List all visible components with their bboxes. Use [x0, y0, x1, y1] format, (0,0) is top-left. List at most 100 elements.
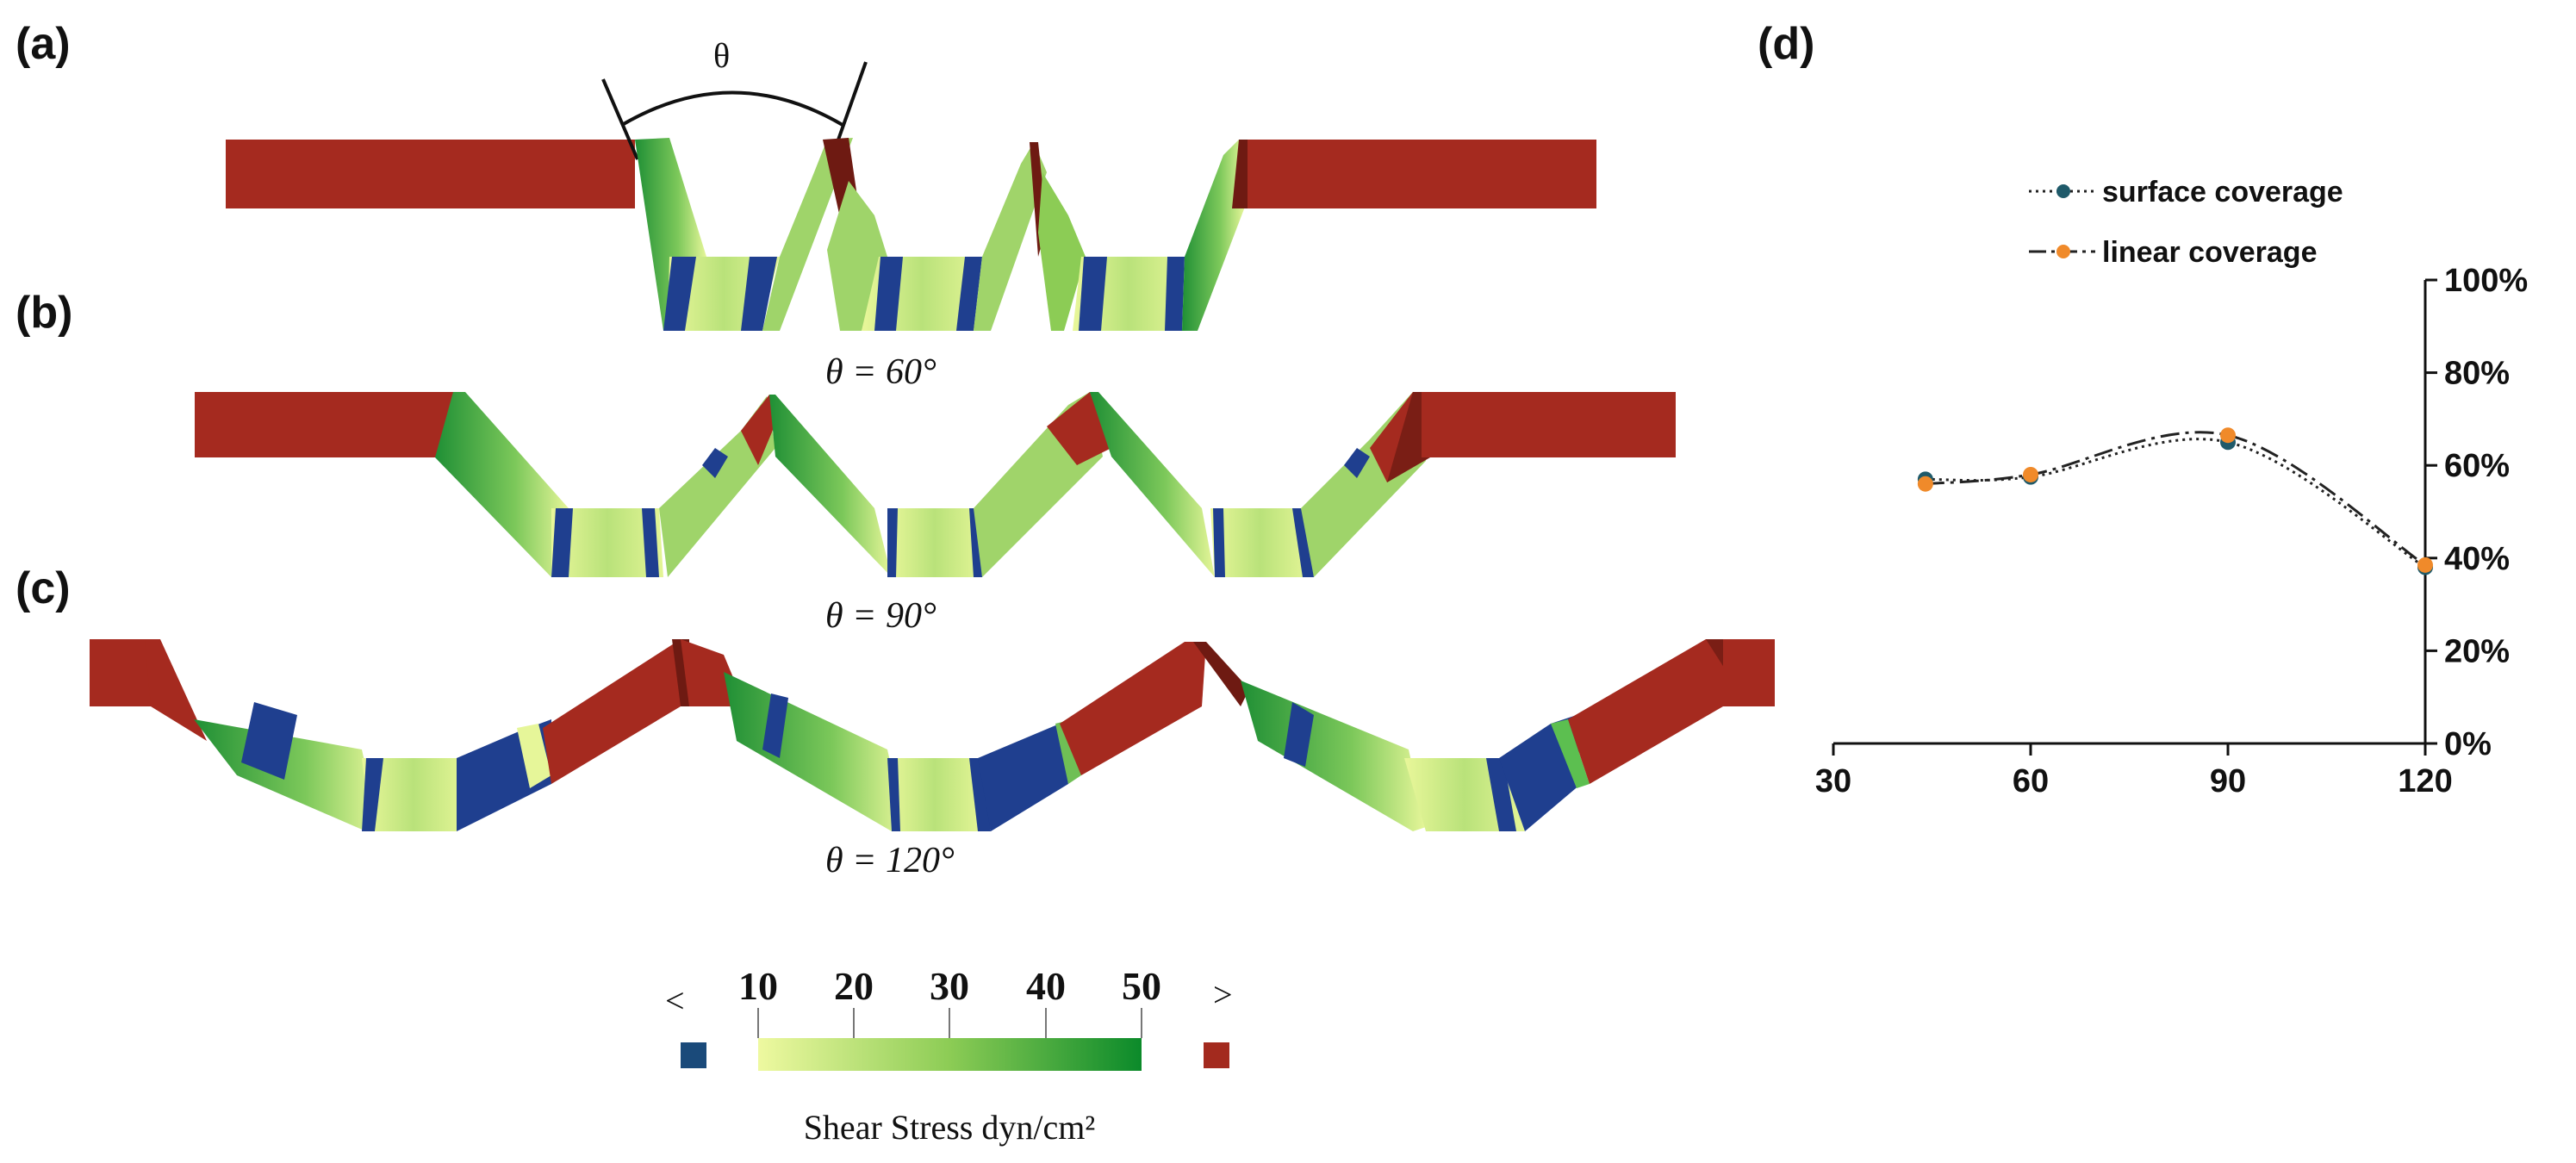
panel-label-a: (a) — [16, 19, 71, 69]
outlet-wall-side — [1232, 140, 1248, 208]
segment — [194, 719, 379, 831]
band-blue — [741, 257, 777, 331]
series-line-surface — [1925, 438, 2426, 569]
segment — [1551, 719, 1590, 788]
x-tick-label: 90 — [2210, 763, 2246, 799]
colorbar-gradient — [758, 1038, 1142, 1071]
segment — [887, 758, 982, 831]
x-tick-label: 120 — [2398, 763, 2452, 799]
segment — [974, 142, 1047, 331]
segment — [1182, 140, 1245, 331]
outlet-wall — [1422, 392, 1676, 457]
inlet-wall — [226, 140, 635, 208]
band-blue — [642, 508, 659, 577]
outlet-wall-side — [1387, 392, 1430, 482]
colorbar-tick-label: 50 — [1122, 964, 1161, 1008]
y-tick-label: 40% — [2444, 541, 2510, 577]
band-blue — [663, 257, 696, 331]
panel-label-d: (d) — [1758, 19, 1814, 69]
data-point-linear — [2023, 466, 2038, 482]
legend-marker-surface — [2056, 184, 2070, 198]
outlet-wall — [1248, 140, 1596, 208]
segment — [1090, 392, 1215, 577]
segment — [435, 392, 569, 577]
colorbar-low-swatch — [681, 1042, 706, 1068]
segment — [1241, 681, 1426, 831]
colorbar-tick-label: 20 — [834, 964, 874, 1008]
x-tick-label: 60 — [2013, 763, 2049, 799]
band-blue — [1292, 508, 1314, 577]
y-tick-label: 20% — [2444, 633, 2510, 669]
coverage-chart: surface coverage linear coverage 30 60 90 1… — [1815, 176, 2528, 799]
angle-line-left — [601, 78, 639, 160]
band-blue — [762, 693, 788, 758]
y-tick-label: 80% — [2444, 356, 2510, 392]
theta-symbol: θ — [713, 36, 730, 75]
colorbar-high-swatch — [1204, 1042, 1229, 1068]
legend-label-linear: linear coverage — [2102, 236, 2317, 269]
band-blue — [1079, 257, 1107, 331]
segment — [741, 395, 780, 465]
band-blue — [551, 508, 573, 577]
colorbar-tick-label: 10 — [738, 964, 778, 1008]
y-tick-label: 0% — [2444, 726, 2492, 762]
channel-90deg — [195, 392, 1676, 577]
chart-series — [1917, 427, 2433, 575]
segment — [769, 395, 892, 577]
panel-label-b: (b) — [16, 288, 72, 338]
band-blue — [241, 702, 297, 780]
band-blue — [1165, 257, 1185, 331]
channel-120deg — [90, 639, 1775, 831]
inlet-wall — [195, 392, 453, 457]
segment — [1047, 392, 1111, 465]
band-blue — [887, 758, 900, 831]
band-blue — [887, 508, 898, 577]
colorbar-tick-label: 40 — [1026, 964, 1066, 1008]
segment — [978, 724, 1068, 831]
segment — [1193, 642, 1249, 706]
panel-label-c: (c) — [16, 563, 71, 613]
data-point-linear — [2220, 427, 2236, 444]
band-blue — [1486, 758, 1516, 831]
angle-label-90: θ = 90° — [825, 596, 936, 636]
segment — [762, 138, 853, 331]
segment — [1568, 639, 1723, 784]
outlet-wall — [1723, 639, 1775, 706]
band-blue — [874, 257, 903, 331]
x-tick-label: 30 — [1815, 763, 1851, 799]
segment — [887, 508, 982, 577]
colorbar-tick-label: 30 — [930, 964, 969, 1008]
band-blue — [1213, 508, 1225, 577]
segment — [362, 758, 465, 831]
angle-label-120: θ = 120° — [825, 841, 955, 880]
band-blue — [1344, 448, 1370, 478]
segment — [724, 672, 905, 831]
colorbar-low-marker: < — [665, 981, 685, 1020]
angle-arc — [620, 90, 844, 127]
angle-label-60: θ = 60° — [825, 352, 936, 392]
colorbar-title: Shear Stress dyn/cm² — [804, 1108, 1096, 1147]
y-tick-label: 60% — [2444, 448, 2510, 484]
channel-60deg: θ — [226, 36, 1596, 331]
segment — [1210, 508, 1310, 577]
colorbar-high-marker: > — [1213, 975, 1233, 1014]
angle-line-right — [836, 61, 868, 143]
colorbar: < > 10 20 30 40 50 Shear Stress dyn/cm² — [665, 964, 1233, 1147]
segment — [145, 639, 207, 741]
data-point-linear — [2417, 557, 2433, 573]
legend: surface coverage linear coverage — [2029, 176, 2343, 269]
legend-label-surface: surface coverage — [2102, 176, 2343, 208]
band-blue — [1284, 702, 1314, 767]
series-line-linear — [1925, 431, 2426, 567]
legend-marker-linear — [2056, 245, 2070, 258]
band-blue — [702, 448, 728, 478]
segment — [1060, 642, 1206, 775]
band-blue — [362, 758, 383, 831]
segment — [517, 724, 551, 788]
segment — [551, 508, 663, 577]
y-tick-label: 100% — [2444, 263, 2528, 299]
segment — [1038, 172, 1086, 331]
segment — [543, 639, 681, 784]
